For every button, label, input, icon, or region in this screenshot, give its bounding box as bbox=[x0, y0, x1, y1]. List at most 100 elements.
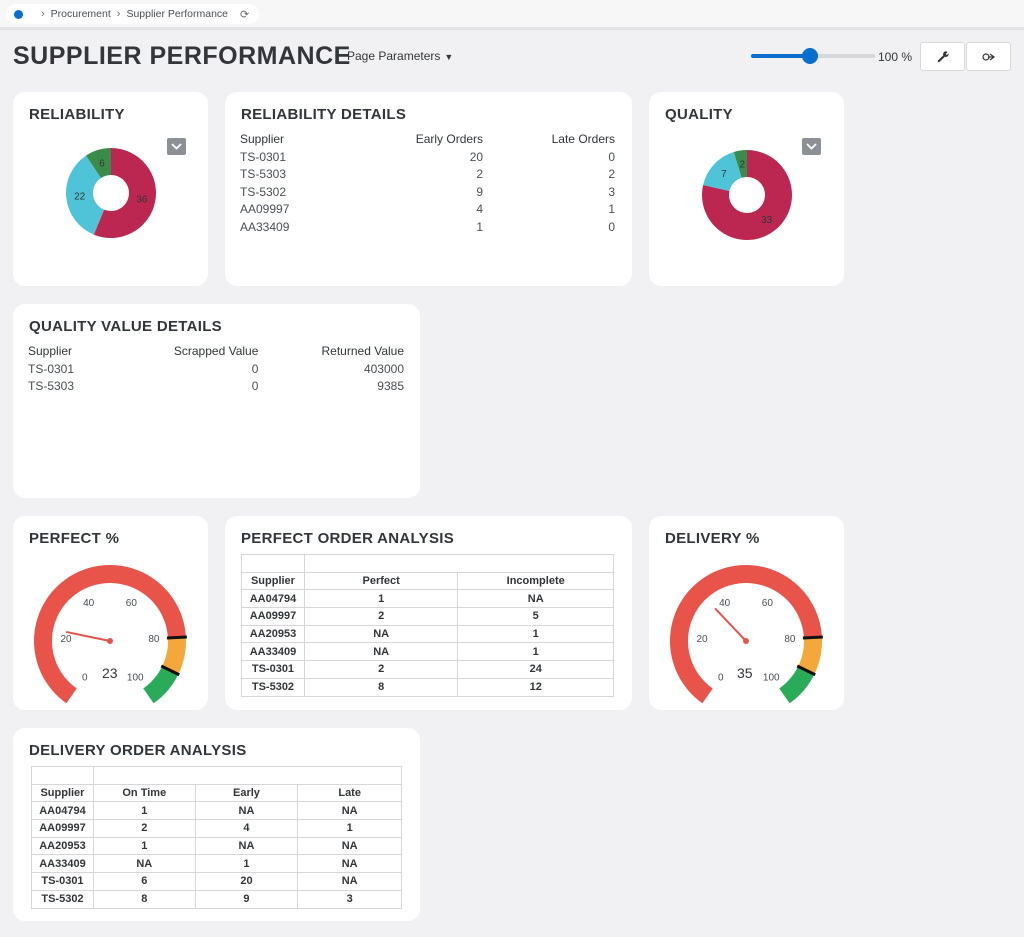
perfect-percent-title: PERFECT % bbox=[29, 530, 120, 547]
table-row: AA04794 1 NA bbox=[241, 589, 614, 609]
table-cell: 403000 bbox=[363, 361, 404, 376]
column-header[interactable]: Supplier bbox=[31, 783, 94, 803]
reliability-details-table: Supplier Early Orders Late Orders TS-0301 20… bbox=[240, 130, 615, 236]
zoom-slider-thumb[interactable] bbox=[802, 48, 818, 64]
table-header-row: Supplier Early Orders Late Orders bbox=[240, 130, 615, 148]
chevron-down-icon[interactable] bbox=[802, 138, 821, 155]
table-cell: 2 bbox=[608, 167, 615, 182]
column-header[interactable]: Early bbox=[194, 783, 299, 803]
share-button[interactable] bbox=[966, 42, 1011, 71]
table-cell: NA bbox=[297, 854, 402, 874]
gauge-needle-pivot bbox=[107, 638, 113, 644]
delivery-order-table-scroll[interactable]: Supplier On Time Early Late AA04794 1 NA NA AA09… bbox=[31, 766, 402, 921]
table-cell: NA bbox=[92, 854, 196, 874]
page-parameters-button[interactable]: Page Parameters ▼ bbox=[347, 49, 453, 63]
reliability-details-card: RELIABILITY DETAILS Supplier Early Orders… bbox=[225, 92, 632, 286]
zoom-slider[interactable] bbox=[751, 48, 875, 64]
column-header[interactable]: Returned Value bbox=[321, 344, 405, 358]
table-cell: AA04794 bbox=[31, 801, 94, 821]
refresh-icon[interactable]: ⟳ bbox=[240, 8, 250, 21]
table-cell: 2 bbox=[92, 819, 196, 838]
donut-slice-late[interactable] bbox=[93, 148, 156, 238]
column-header[interactable]: Late bbox=[297, 783, 402, 803]
table-cell: NA bbox=[297, 836, 402, 856]
table-row: TS-5302 8 12 bbox=[241, 677, 614, 697]
table-cell: NA bbox=[297, 872, 402, 891]
table-row: AA09997 2 4 1 bbox=[31, 819, 402, 838]
table-row: AA33409 1 0 bbox=[240, 218, 615, 236]
donut-label-on-time: 6 bbox=[99, 158, 105, 169]
quality-card: QUALITY 33 7 2 bbox=[649, 92, 844, 286]
table-cell: TS-0301 bbox=[31, 872, 94, 891]
reliability-donut-chart[interactable]: 36 22 6 bbox=[65, 147, 157, 239]
delivery-percent-title: DELIVERY % bbox=[665, 530, 760, 547]
table-cell: TS-5302 bbox=[241, 677, 305, 697]
home-icon[interactable] bbox=[14, 9, 23, 19]
gauge-tick-label: 100 bbox=[763, 673, 780, 684]
perfect-order-table-scroll[interactable]: Supplier Perfect Incomplete AA04794 1 NA AA099… bbox=[241, 554, 614, 710]
breadcrumb-item-supplier-performance[interactable]: Supplier Performance bbox=[126, 8, 229, 20]
column-header[interactable]: Scrapped Value bbox=[173, 344, 259, 358]
table-row: TS-0301 2 24 bbox=[241, 660, 614, 679]
table-cell: NA bbox=[194, 801, 299, 821]
caret-down-icon: ▼ bbox=[444, 52, 454, 62]
chevron-down-icon[interactable] bbox=[167, 138, 186, 155]
gauge-tick-label: 0 bbox=[718, 673, 724, 684]
table-cell: 20 bbox=[194, 872, 299, 891]
table-cell: 9 bbox=[194, 889, 299, 909]
perfect-gauge: 0 20 40 60 80 100 bbox=[33, 565, 187, 704]
table-cell: TS-0301 bbox=[240, 149, 287, 164]
table-cell: 2 bbox=[303, 607, 459, 626]
column-header[interactable]: Incomplete bbox=[457, 571, 614, 591]
column-header[interactable]: Supplier bbox=[240, 132, 285, 146]
column-header[interactable]: Late Orders bbox=[551, 132, 615, 146]
table-cell: 20 bbox=[469, 149, 484, 164]
table-cell: 1 bbox=[194, 854, 299, 874]
quality-donut-chart[interactable]: 33 7 2 bbox=[701, 149, 793, 241]
gauge-tick-label: 80 bbox=[784, 634, 796, 645]
table-cell: TS-5303 bbox=[28, 379, 75, 394]
table-corner-cell bbox=[241, 554, 305, 573]
table-row: TS-0301 6 20 NA bbox=[31, 872, 402, 891]
table-cell: 1 bbox=[608, 202, 615, 217]
column-header[interactable]: Perfect bbox=[303, 571, 459, 591]
table-cell: 0 bbox=[251, 361, 259, 376]
table-cell: AA20953 bbox=[31, 836, 94, 856]
page-parameters-label: Page Parameters bbox=[347, 49, 441, 63]
breadcrumb: › Procurement › Supplier Performance ⟳ bbox=[6, 4, 260, 24]
table-cell: TS-5302 bbox=[240, 184, 287, 199]
perfect-order-analysis-title: PERFECT ORDER ANALYSIS bbox=[241, 530, 455, 547]
delivery-gauge: 0 20 40 60 80 100 bbox=[670, 565, 823, 704]
table-cell: TS-0301 bbox=[28, 361, 75, 376]
table-cell: AA33409 bbox=[31, 854, 94, 874]
table-cell: 9 bbox=[476, 184, 484, 199]
table-cell: 1 bbox=[476, 219, 484, 234]
table-header-row: Supplier Scrapped Value Returned Value bbox=[28, 342, 404, 360]
column-header[interactable]: Supplier bbox=[241, 571, 305, 591]
donut-slice-other[interactable] bbox=[733, 150, 747, 178]
column-header[interactable]: On Time bbox=[92, 783, 196, 803]
gauge-needle bbox=[714, 608, 747, 642]
table-cell: 1 bbox=[92, 836, 196, 856]
breadcrumb-item-procurement[interactable]: Procurement bbox=[50, 8, 111, 20]
table-row: AA20953 NA 1 bbox=[241, 624, 614, 644]
gauge-tick-label: 0 bbox=[82, 673, 88, 684]
quality-value-details-table: Supplier Scrapped Value Returned Value TS-0… bbox=[28, 342, 404, 395]
column-header[interactable]: Supplier bbox=[28, 344, 73, 358]
donut-slice-on-time[interactable] bbox=[85, 148, 111, 179]
delivery-percent-card: DELIVERY % 0 20 40 60 80 100 35 bbox=[649, 516, 844, 710]
donut-slice-early[interactable] bbox=[66, 155, 105, 235]
table-cell: 8 bbox=[303, 677, 459, 697]
table-cell: AA33409 bbox=[241, 642, 305, 662]
column-header[interactable]: Early Orders bbox=[415, 132, 484, 146]
table-row: AA20953 1 NA NA bbox=[31, 836, 402, 856]
table-row: AA04794 1 NA NA bbox=[31, 801, 402, 821]
table-cell: AA09997 bbox=[31, 819, 94, 838]
settings-button[interactable] bbox=[920, 42, 965, 71]
delivery-gauge-value: 35 bbox=[737, 665, 753, 681]
table-cell: 2 bbox=[303, 660, 459, 679]
donut-slice-scrapped[interactable] bbox=[703, 151, 742, 191]
table-cell: 0 bbox=[251, 379, 259, 394]
donut-label-early: 22 bbox=[74, 192, 86, 203]
donut-slice-returned[interactable] bbox=[702, 150, 792, 240]
